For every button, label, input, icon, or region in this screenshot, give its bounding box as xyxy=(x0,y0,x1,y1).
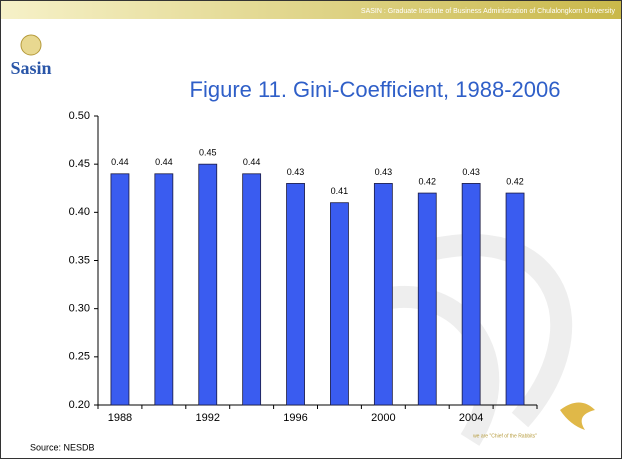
y-tick-label: 0.25 xyxy=(69,351,90,363)
tagline: we are "Chief of the Rabbits" xyxy=(473,433,537,439)
rabbit-logo xyxy=(560,402,595,430)
bar xyxy=(198,163,218,406)
y-tick-label: 0.20 xyxy=(69,399,90,411)
value-label: 0.43 xyxy=(287,167,305,177)
y-tick-label: 0.45 xyxy=(69,158,90,170)
header-bar xyxy=(1,1,621,19)
bar xyxy=(330,202,349,406)
value-label: 0.44 xyxy=(243,157,261,167)
x-tick-label: 2004 xyxy=(459,412,483,424)
value-label: 0.42 xyxy=(506,176,524,186)
value-label: 0.43 xyxy=(462,167,480,177)
header-text: SASIN : Graduate Institute of Business A… xyxy=(361,8,616,15)
x-tick-label: 1988 xyxy=(108,412,132,424)
source-note: Source: NESDB xyxy=(30,442,95,452)
value-label: 0.44 xyxy=(111,157,129,167)
logo-emblem xyxy=(20,34,42,56)
chart-title: Figure 11. Gini-Coefficient, 1988-2006 xyxy=(190,77,561,102)
x-tick-label: 1996 xyxy=(283,412,307,424)
value-label: 0.41 xyxy=(331,186,349,196)
bar xyxy=(505,192,525,406)
bar xyxy=(286,183,305,406)
bar xyxy=(461,183,481,406)
y-tick-label: 0.30 xyxy=(69,303,90,315)
bar xyxy=(417,192,437,406)
y-tick-label: 0.35 xyxy=(69,254,90,266)
y-tick-label: 0.40 xyxy=(69,206,90,218)
bar xyxy=(242,173,262,406)
bar xyxy=(110,173,130,406)
value-label: 0.45 xyxy=(199,148,217,158)
bar xyxy=(373,183,393,406)
value-label: 0.44 xyxy=(155,157,173,167)
value-label: 0.43 xyxy=(375,167,393,177)
logo-text: Sasin xyxy=(10,58,51,78)
value-label: 0.42 xyxy=(418,176,436,186)
bar xyxy=(154,173,174,406)
y-tick-label: 0.50 xyxy=(69,110,90,122)
x-tick-label: 1992 xyxy=(196,412,220,424)
x-tick-label: 2000 xyxy=(371,412,395,424)
